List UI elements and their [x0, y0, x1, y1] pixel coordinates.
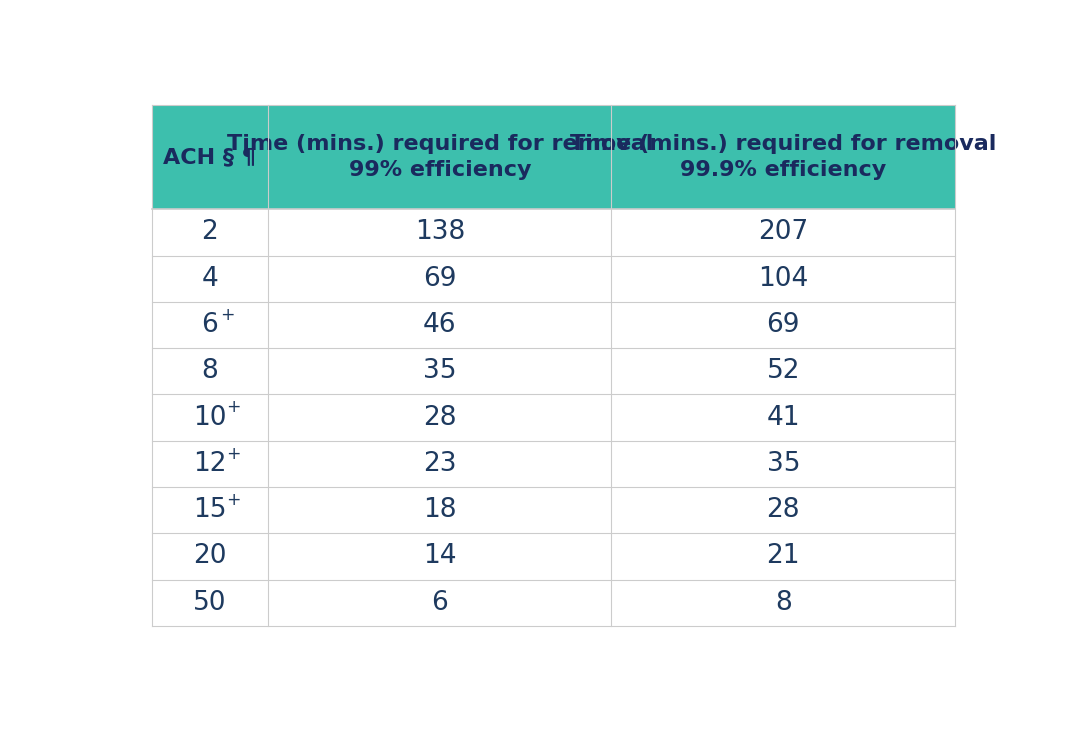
Bar [151, 394, 268, 441]
Bar [611, 105, 956, 210]
Text: 207: 207 [758, 219, 809, 246]
Bar [611, 302, 956, 348]
Bar [268, 256, 611, 302]
Text: 20: 20 [193, 543, 227, 570]
Text: 69: 69 [423, 266, 457, 292]
Bar [268, 210, 611, 256]
Text: 41: 41 [767, 405, 800, 430]
Bar [611, 487, 956, 534]
Text: 28: 28 [423, 405, 457, 430]
Bar [151, 210, 268, 256]
Bar [611, 441, 956, 487]
Text: 14: 14 [423, 543, 457, 570]
Text: +: + [226, 445, 241, 463]
Bar [151, 105, 268, 210]
Bar [611, 580, 956, 626]
Bar [151, 256, 268, 302]
Text: Time (mins.) required for removal
99.9% efficiency: Time (mins.) required for removal 99.9% … [570, 134, 997, 180]
Bar [151, 348, 268, 394]
Text: 15: 15 [193, 497, 227, 523]
Bar [611, 256, 956, 302]
Text: ACH § ¶: ACH § ¶ [163, 147, 256, 167]
Text: Time (mins.) required for removal
99% efficiency: Time (mins.) required for removal 99% ef… [227, 134, 653, 180]
Bar [151, 580, 268, 626]
Text: 8: 8 [775, 590, 792, 616]
Bar [268, 580, 611, 626]
Bar [611, 210, 956, 256]
Text: 6: 6 [431, 590, 448, 616]
Text: 6: 6 [202, 312, 218, 338]
Bar [151, 302, 268, 348]
Bar [611, 348, 956, 394]
Text: 4: 4 [202, 266, 218, 292]
Bar [268, 302, 611, 348]
Text: 28: 28 [767, 497, 800, 523]
Bar [268, 105, 611, 210]
Text: 50: 50 [193, 590, 227, 616]
Text: 35: 35 [767, 451, 800, 477]
Bar [268, 534, 611, 580]
Text: 18: 18 [423, 497, 457, 523]
Text: 104: 104 [758, 266, 809, 292]
Text: 138: 138 [415, 219, 464, 246]
Bar [268, 394, 611, 441]
Bar [151, 487, 268, 534]
Bar [151, 534, 268, 580]
Text: 35: 35 [423, 358, 457, 384]
Bar [611, 534, 956, 580]
Bar [268, 487, 611, 534]
Text: 10: 10 [193, 405, 227, 430]
Text: 46: 46 [423, 312, 457, 338]
Text: +: + [226, 491, 241, 509]
Text: 2: 2 [202, 219, 218, 246]
Bar [268, 348, 611, 394]
Text: 23: 23 [423, 451, 457, 477]
Bar [611, 394, 956, 441]
Text: +: + [220, 306, 234, 324]
Text: 8: 8 [202, 358, 218, 384]
Text: 12: 12 [193, 451, 227, 477]
Bar [151, 441, 268, 487]
Text: 69: 69 [767, 312, 800, 338]
Text: 21: 21 [767, 543, 800, 570]
Text: +: + [226, 399, 241, 416]
Text: 52: 52 [767, 358, 800, 384]
Bar [268, 441, 611, 487]
